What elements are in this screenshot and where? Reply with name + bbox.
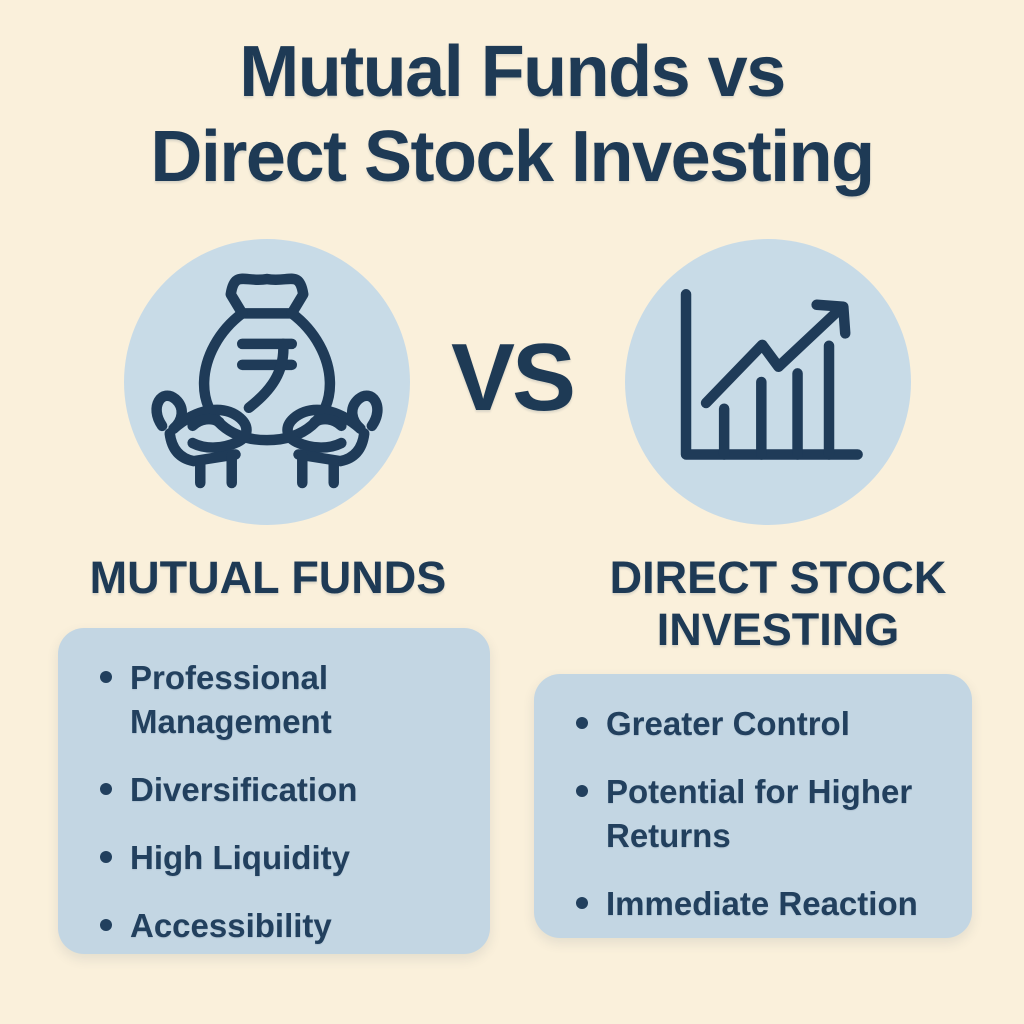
list-item-label: Potential for Higher Returns: [606, 772, 913, 854]
list-item: Professional Management: [100, 656, 470, 744]
bullet-dot: [100, 671, 112, 683]
left-hand: [151, 390, 252, 489]
bullet-dot: [576, 896, 588, 909]
page-title-line1: Mutual Funds vs: [239, 32, 786, 112]
bullet-dot: [100, 850, 112, 863]
list-item-label: Accessibility: [130, 906, 332, 944]
list-item: Greater Control: [576, 702, 952, 746]
vs-label: VS: [450, 324, 576, 431]
list-item: Accessibility: [100, 904, 470, 948]
list-item-label: Diversification: [130, 770, 358, 808]
direct-stock-heading: DIRECT STOCK INVESTING: [558, 552, 998, 656]
mutual-funds-list: Professional Management Diversification …: [58, 628, 490, 947]
direct-stock-heading-line1: DIRECT STOCK: [609, 552, 947, 603]
list-item: Immediate Reaction: [576, 882, 952, 926]
mutual-funds-panel: Professional Management Diversification …: [58, 628, 490, 954]
rising-bar-chart-arrow-icon: [680, 289, 863, 460]
rupee-money-bag-in-hands-icon: [151, 273, 383, 489]
list-item-label: Greater Control: [606, 705, 850, 742]
mutual-funds-circle-badge: [124, 239, 410, 525]
bullet-dot: [100, 918, 112, 931]
mutual-funds-heading: MUTUAL FUNDS: [89, 552, 447, 603]
right-hand: [282, 390, 383, 489]
page-title: Mutual Funds vs Direct Stock Investing: [0, 30, 1024, 200]
page-title-line2: Direct Stock Investing: [150, 116, 875, 197]
list-item-label: High Liquidity: [130, 838, 350, 876]
direct-stock-heading-line2: INVESTING: [656, 604, 900, 656]
list-item: Diversification: [100, 768, 470, 812]
bullet-dot: [576, 717, 588, 729]
list-item: High Liquidity: [100, 836, 470, 880]
list-item-label: Professional Management: [130, 659, 332, 740]
direct-stock-panel: Greater Control Potential for Higher Ret…: [534, 674, 972, 938]
direct-stock-list: Greater Control Potential for Higher Ret…: [534, 674, 972, 926]
list-item: Potential for Higher Returns: [576, 770, 952, 858]
direct-stock-circle-badge: [625, 239, 911, 525]
list-item-label: Immediate Reaction: [606, 884, 918, 922]
bullet-dot: [576, 784, 588, 797]
bullet-dot: [100, 782, 112, 795]
